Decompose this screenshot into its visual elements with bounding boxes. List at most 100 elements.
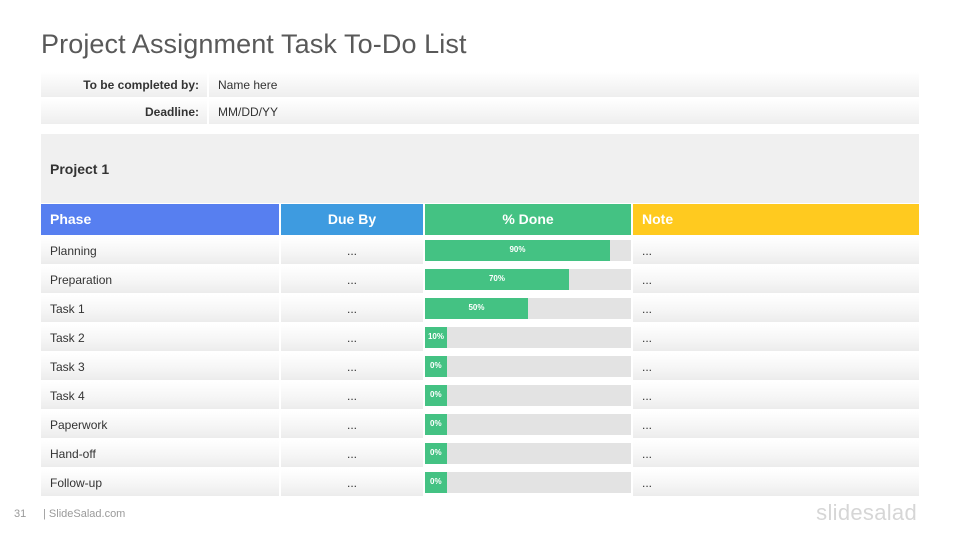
note-cell: ... xyxy=(633,353,919,380)
phase-cell: Paperwork xyxy=(41,411,279,438)
due-by-cell: ... xyxy=(281,266,423,293)
completed-by-label: To be completed by: xyxy=(83,78,199,92)
note-cell: ... xyxy=(633,295,919,322)
note-value: ... xyxy=(642,418,653,432)
progress-label: 50% xyxy=(468,303,485,312)
due-by-value: ... xyxy=(346,389,357,403)
progress-label: 10% xyxy=(427,332,444,341)
brand-logo: slidesalad xyxy=(816,500,917,525)
phase-cell: Task 4 xyxy=(41,382,279,409)
table-row: Task 1... 50%... xyxy=(41,295,919,322)
phase-label: Paperwork xyxy=(50,418,108,432)
due-by-value: ... xyxy=(346,273,357,287)
footer-site: | SlideSalad.com xyxy=(43,508,126,520)
progress-fill xyxy=(425,327,447,348)
progress-cell: 70% xyxy=(425,266,631,293)
progress-cell: 0% xyxy=(425,440,631,467)
progress-cell: 0% xyxy=(425,382,631,409)
meta-divider xyxy=(207,72,209,97)
note-cell: ... xyxy=(633,266,919,293)
progress-cell: 0% xyxy=(425,469,631,496)
phase-cell: Planning xyxy=(41,237,279,264)
phase-label: Preparation xyxy=(50,273,113,287)
progress-track: 0% xyxy=(425,356,631,377)
due-by-cell: ... xyxy=(281,324,423,351)
table-row: Planning... 90%... xyxy=(41,237,919,264)
page-number: 31 xyxy=(14,508,27,520)
note-value: ... xyxy=(642,447,653,461)
column-header-percent-done: % Done xyxy=(425,204,631,235)
note-cell: ... xyxy=(633,324,919,351)
note-cell: ... xyxy=(633,411,919,438)
due-by-cell: ... xyxy=(281,469,423,496)
progress-track: 0% xyxy=(425,443,631,464)
column-header-due-by: Due By xyxy=(281,204,423,235)
progress-label: 0% xyxy=(430,448,442,457)
phase-label: Task 1 xyxy=(50,302,85,316)
table-row: Task 2... 10%... xyxy=(41,324,919,351)
page-title: Project Assignment Task To-Do List xyxy=(41,29,467,59)
due-by-value: ... xyxy=(346,331,357,345)
due-by-cell: ... xyxy=(281,382,423,409)
progress-cell: 90% xyxy=(425,237,631,264)
due-by-value: ... xyxy=(346,360,357,374)
meta-divider xyxy=(207,99,209,124)
due-by-cell: ... xyxy=(281,353,423,380)
phase-label: Task 2 xyxy=(50,331,85,345)
note-value: ... xyxy=(642,331,653,345)
note-cell: ... xyxy=(633,382,919,409)
project-name: Project 1 xyxy=(50,161,110,177)
project-header: Project 1 xyxy=(41,134,919,203)
progress-track: 0% xyxy=(425,472,631,493)
progress-fill xyxy=(425,269,569,290)
progress-track: 50% xyxy=(425,298,631,319)
phase-label: Task 3 xyxy=(50,360,85,374)
progress-label: 0% xyxy=(430,477,442,486)
deadline-label: Deadline: xyxy=(144,105,199,119)
note-value: ... xyxy=(642,302,653,316)
due-by-cell: ... xyxy=(281,440,423,467)
progress-cell: 0% xyxy=(425,353,631,380)
progress-fill xyxy=(425,240,610,261)
phase-cell: Follow-up xyxy=(41,469,279,496)
progress-track: 90% xyxy=(425,240,631,261)
column-header-phase: Phase xyxy=(41,204,279,235)
due-by-cell: ... xyxy=(281,295,423,322)
progress-cell: 10% xyxy=(425,324,631,351)
note-cell: ... xyxy=(633,469,919,496)
table-row: Paperwork... 0%... xyxy=(41,411,919,438)
phase-label: Planning xyxy=(50,244,97,258)
phase-label: Task 4 xyxy=(50,389,85,403)
due-by-value: ... xyxy=(346,447,357,461)
phase-cell: Hand-off xyxy=(41,440,279,467)
note-cell: ... xyxy=(633,237,919,264)
table-row: Task 3... 0%... xyxy=(41,353,919,380)
note-value: ... xyxy=(642,273,653,287)
progress-track: 0% xyxy=(425,385,631,406)
note-cell: ... xyxy=(633,440,919,467)
progress-track: 10% xyxy=(425,327,631,348)
phase-cell: Preparation xyxy=(41,266,279,293)
phase-cell: Task 2 xyxy=(41,324,279,351)
table-row: Task 4... 0%... xyxy=(41,382,919,409)
progress-label: 70% xyxy=(488,274,505,283)
note-value: ... xyxy=(642,360,653,374)
progress-fill xyxy=(425,414,447,435)
due-by-cell: ... xyxy=(281,411,423,438)
progress-cell: 0% xyxy=(425,411,631,438)
phase-cell: Task 1 xyxy=(41,295,279,322)
progress-label: 0% xyxy=(430,361,442,370)
table-row: Preparation... 70%... xyxy=(41,266,919,293)
progress-fill xyxy=(425,443,447,464)
progress-fill xyxy=(425,472,447,493)
due-by-cell: ... xyxy=(281,237,423,264)
phase-label: Hand-off xyxy=(50,447,96,461)
due-by-value: ... xyxy=(346,244,357,258)
progress-cell: 50% xyxy=(425,295,631,322)
completed-by-value: Name here xyxy=(218,78,278,92)
column-header-note: Note xyxy=(633,204,919,235)
phase-label: Follow-up xyxy=(50,476,103,490)
progress-fill xyxy=(425,356,447,377)
progress-track: 0% xyxy=(425,414,631,435)
deadline-row: Deadline: MM/DD/YY xyxy=(41,99,919,124)
